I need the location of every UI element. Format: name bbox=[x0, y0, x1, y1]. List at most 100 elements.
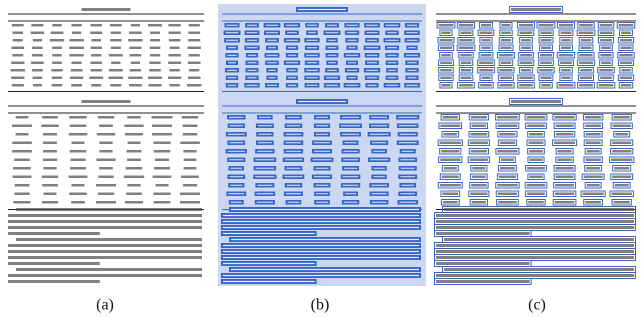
text-glyphs bbox=[307, 85, 318, 86]
text-glyphs bbox=[13, 201, 30, 204]
text-glyphs bbox=[258, 142, 272, 143]
text-glyphs bbox=[461, 69, 471, 72]
text-glyphs bbox=[611, 159, 632, 162]
text-glyphs bbox=[109, 54, 123, 57]
text-glyphs bbox=[257, 185, 272, 186]
text-glyphs bbox=[439, 24, 454, 27]
text-glyphs bbox=[258, 125, 272, 126]
text-glyphs bbox=[169, 39, 180, 42]
text-glyphs bbox=[223, 233, 315, 234]
text-glyphs bbox=[599, 84, 614, 87]
text-glyphs bbox=[527, 125, 545, 128]
text-glyphs bbox=[343, 176, 358, 177]
text-glyphs bbox=[31, 32, 44, 35]
text-glyphs bbox=[286, 62, 298, 63]
text-glyphs bbox=[399, 202, 416, 203]
text-glyphs bbox=[247, 40, 257, 41]
text-glyphs bbox=[615, 133, 628, 136]
text-glyphs bbox=[528, 201, 543, 204]
text-glyphs bbox=[187, 84, 201, 87]
text-glyphs bbox=[72, 32, 81, 35]
panel-label: (c) bbox=[528, 297, 546, 314]
text-glyphs bbox=[471, 116, 487, 119]
text-glyphs bbox=[129, 32, 142, 35]
text-glyphs bbox=[71, 184, 84, 187]
text-glyphs bbox=[481, 24, 491, 27]
text-glyphs bbox=[307, 47, 317, 48]
text-glyphs bbox=[246, 47, 257, 48]
text-glyphs bbox=[150, 32, 160, 35]
text-glyphs bbox=[50, 39, 64, 42]
text-glyphs bbox=[540, 32, 551, 35]
text-glyphs bbox=[227, 70, 237, 71]
text-glyphs bbox=[267, 55, 278, 56]
text-glyphs bbox=[71, 69, 83, 72]
text-glyphs bbox=[33, 39, 42, 42]
text-glyphs bbox=[344, 202, 357, 203]
text-glyphs bbox=[388, 62, 397, 63]
text-glyphs bbox=[228, 193, 244, 194]
text-glyphs bbox=[228, 77, 236, 78]
text-glyphs bbox=[461, 62, 472, 65]
text-glyphs bbox=[556, 133, 573, 136]
text-glyphs bbox=[16, 116, 29, 119]
text-glyphs bbox=[579, 84, 593, 87]
text-glyphs bbox=[583, 193, 604, 196]
text-glyphs bbox=[168, 62, 181, 65]
text-glyphs bbox=[188, 62, 201, 65]
text-glyphs bbox=[555, 201, 575, 204]
text-glyphs bbox=[286, 151, 301, 152]
text-glyphs bbox=[343, 159, 358, 160]
text-glyphs bbox=[527, 184, 546, 187]
text-glyphs bbox=[313, 159, 332, 160]
text-glyphs bbox=[481, 47, 491, 50]
text-glyphs bbox=[150, 39, 160, 42]
text-glyphs bbox=[266, 25, 279, 26]
text-glyphs bbox=[128, 39, 142, 42]
text-glyphs bbox=[556, 167, 574, 170]
text-glyphs bbox=[316, 168, 329, 169]
text-glyphs bbox=[619, 24, 633, 27]
text-glyphs bbox=[287, 168, 301, 169]
text-glyphs bbox=[556, 176, 574, 179]
text-glyphs bbox=[130, 54, 142, 57]
text-glyphs bbox=[443, 133, 457, 136]
text-glyphs bbox=[306, 55, 317, 56]
text-glyphs bbox=[581, 47, 592, 50]
text-glyphs bbox=[529, 133, 543, 136]
text-glyphs bbox=[257, 151, 272, 152]
text-glyphs bbox=[223, 281, 315, 282]
text-glyphs bbox=[16, 238, 202, 241]
text-glyphs bbox=[180, 193, 200, 196]
text-glyphs bbox=[343, 151, 357, 152]
text-glyphs bbox=[13, 176, 32, 179]
text-glyphs bbox=[247, 62, 256, 63]
text-glyphs bbox=[13, 39, 23, 42]
text-glyphs bbox=[373, 176, 384, 177]
text-glyphs bbox=[170, 47, 180, 50]
text-glyphs bbox=[8, 256, 202, 259]
text-glyphs bbox=[399, 142, 417, 143]
text-glyphs bbox=[43, 142, 57, 145]
text-glyphs bbox=[621, 47, 632, 50]
text-glyphs bbox=[247, 32, 258, 33]
text-glyphs bbox=[600, 24, 612, 27]
text-glyphs bbox=[127, 150, 142, 153]
text-glyphs bbox=[499, 176, 516, 179]
text-glyphs bbox=[370, 134, 389, 135]
text-glyphs bbox=[439, 39, 452, 42]
text-glyphs bbox=[70, 159, 85, 162]
text-glyphs bbox=[188, 47, 201, 50]
text-glyphs bbox=[89, 77, 103, 80]
text-glyphs bbox=[346, 25, 357, 26]
text-glyphs bbox=[316, 193, 328, 194]
text-glyphs bbox=[12, 54, 23, 57]
text-glyphs bbox=[407, 25, 417, 26]
text-glyphs bbox=[127, 184, 140, 187]
text-glyphs bbox=[228, 151, 245, 152]
text-glyphs bbox=[500, 77, 512, 80]
text-glyphs bbox=[231, 209, 419, 210]
text-glyphs bbox=[183, 150, 196, 153]
text-glyphs bbox=[52, 84, 63, 87]
text-glyphs bbox=[223, 227, 419, 228]
